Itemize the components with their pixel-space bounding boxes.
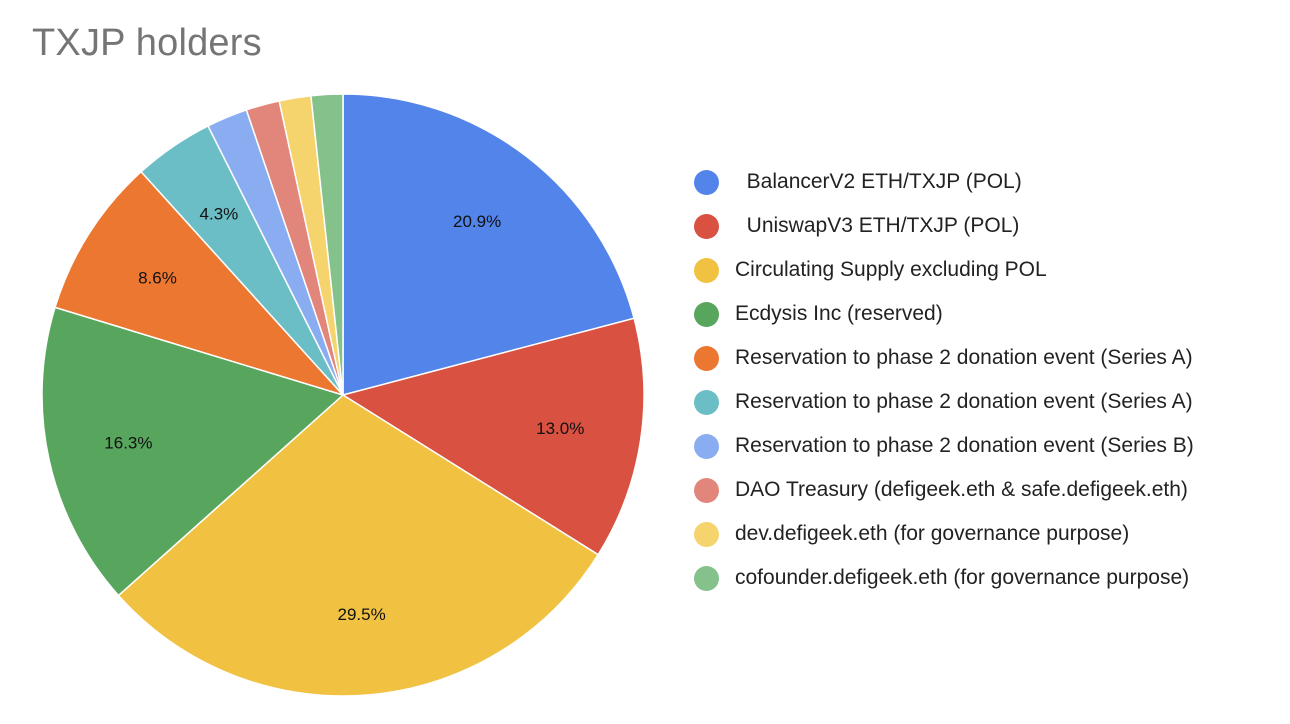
legend-item-9: dev.defigeek.eth (for governance purpose… — [694, 512, 1194, 556]
slice-label-5: 8.6% — [138, 268, 177, 287]
legend-item-7: Reservation to phase 2 donation event (S… — [694, 424, 1194, 468]
legend-item-4: Ecdysis Inc (reserved) — [694, 292, 1194, 336]
legend-item-8: DAO Treasury (defigeek.eth & safe.defige… — [694, 468, 1194, 512]
legend-swatch — [694, 389, 719, 415]
pie-slice-1 — [342, 93, 635, 396]
legend-swatch — [694, 169, 719, 195]
pie-slice-5 — [54, 170, 346, 397]
legend-label: BalancerV2 ETH/TXJP (POL) — [735, 170, 1022, 193]
legend-swatch — [694, 257, 719, 283]
legend-item-6: Reservation to phase 2 donation event (S… — [694, 380, 1194, 424]
pie-slice-3 — [117, 394, 600, 697]
legend-label: Reservation to phase 2 donation event (S… — [735, 390, 1193, 413]
legend-label: cofounder.defigeek.eth (for governance p… — [735, 566, 1190, 589]
legend-item-1: BalancerV2 ETH/TXJP (POL) — [694, 160, 1194, 204]
legend-label: Reservation to phase 2 donation event (S… — [735, 434, 1194, 457]
pie-slice-4 — [41, 306, 345, 597]
legend-label: UniswapV3 ETH/TXJP (POL) — [735, 214, 1020, 237]
legend-swatch — [694, 477, 719, 503]
slice-label-1: 20.9% — [453, 212, 501, 231]
legend-item-10: cofounder.defigeek.eth (for governance p… — [694, 556, 1194, 600]
legend-swatch — [694, 301, 719, 327]
legend-swatch — [694, 345, 719, 371]
chart-legend: BalancerV2 ETH/TXJP (POL) UniswapV3 ETH/… — [694, 160, 1194, 600]
legend-item-3: Circulating Supply excluding POL — [694, 248, 1194, 292]
slice-label-6: 4.3% — [200, 205, 239, 224]
legend-item-2: UniswapV3 ETH/TXJP (POL) — [694, 204, 1194, 248]
pie-slice-2 — [341, 317, 645, 556]
pie-chart: 20.9% 13.0% 29.5% 16.3% 8.6% 4.3% — [41, 93, 645, 697]
legend-swatch — [694, 521, 719, 547]
legend-swatch — [694, 433, 719, 459]
legend-swatch — [694, 213, 719, 239]
legend-label: DAO Treasury (defigeek.eth & safe.defige… — [735, 478, 1188, 501]
slice-label-3: 29.5% — [338, 605, 386, 624]
legend-label: Reservation to phase 2 donation event (S… — [735, 346, 1193, 369]
legend-label: dev.defigeek.eth (for governance purpose… — [735, 522, 1130, 545]
legend-label: Circulating Supply excluding POL — [735, 258, 1047, 281]
legend-label: Ecdysis Inc (reserved) — [735, 302, 943, 325]
legend-swatch — [694, 565, 719, 591]
pie-slice-10 — [310, 93, 344, 396]
chart-title: TXJP holders — [32, 22, 262, 64]
slice-label-2: 13.0% — [536, 419, 584, 438]
slice-label-4: 16.3% — [104, 433, 152, 452]
legend-item-5: Reservation to phase 2 donation event (S… — [694, 336, 1194, 380]
